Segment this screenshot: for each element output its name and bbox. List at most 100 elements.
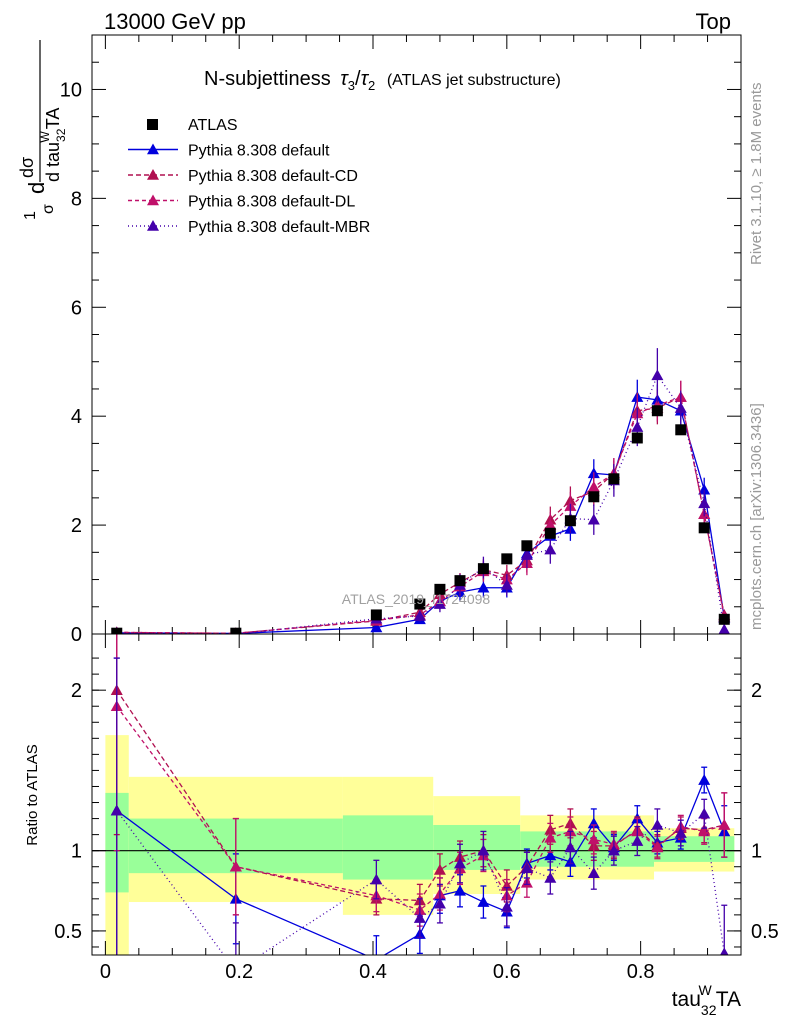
atlas-data-point: [477, 563, 489, 575]
main-panel: 0 2 4 6 8 10: [60, 34, 742, 646]
main-series-point: [651, 369, 664, 381]
atlas-data-point: [434, 583, 446, 595]
ylabel-denominator: d tau32WTA: [38, 108, 68, 182]
main-series-point: [433, 598, 446, 609]
ratio-series-point: [453, 884, 466, 896]
main-y-tick-label: 0: [71, 624, 82, 646]
stat-band: [342, 815, 434, 880]
ratio-series-point: [433, 863, 446, 875]
plot-title-text: N-subjettiness: [204, 68, 331, 90]
ratio-y-tick-label: 0.5: [54, 921, 82, 943]
atlas-data-point: [414, 598, 426, 610]
legend-marker-triangle: [147, 169, 159, 180]
main-series-point: [520, 549, 533, 560]
main-series-point: [698, 497, 711, 509]
legend-entry: ATLAS: [147, 117, 238, 134]
main-series-point: [587, 513, 600, 525]
analysis-watermark: ATLAS_2019_I1724098: [342, 591, 491, 607]
main-series-point: [544, 519, 557, 530]
header-process: 13000 GeV pp: [104, 9, 246, 34]
atlas-data-point: [454, 575, 466, 587]
ratio-series-line: [116, 689, 725, 902]
legend-entry: Pythia 8.308 default-CD: [128, 168, 358, 185]
atlas-data-point: [718, 613, 730, 625]
rivet-label: Rivet 3.1.10, ≥ 1.8M events: [748, 83, 765, 266]
ratio-series-point: [433, 897, 446, 909]
ratio-series-point: [718, 818, 731, 830]
ratio-series-point: [698, 774, 711, 785]
ratio-uncertainty-bands: [92, 735, 741, 955]
ratio-series-point: [651, 818, 664, 830]
plot-title-tau3: τ: [340, 68, 349, 90]
ratio-series-point: [413, 912, 426, 923]
atlas-data-point: [501, 553, 513, 565]
x-axis-label: tau32W TA: [672, 982, 741, 1018]
plot-title-sub2: 2: [368, 78, 375, 93]
ratio-y-tick-label-right: 2: [751, 680, 762, 702]
ratio-series-point: [587, 833, 600, 845]
main-panel-marks: [111, 348, 731, 634]
ratio-series-point: [110, 804, 123, 816]
main-y-tick-label: 8: [71, 188, 82, 210]
legend-entry: Pythia 8.308 default-MBR: [128, 219, 370, 236]
main-series-line: [116, 373, 725, 634]
x-tick-label: 0.2: [225, 961, 253, 983]
ratio-series-point: [587, 867, 600, 878]
svg-text:1 σ d: 1 σ d: [15, 182, 58, 220]
atlas-data-point: [230, 627, 242, 634]
legend-label: ATLAS: [188, 117, 238, 134]
legend-marker-triangle: [147, 220, 159, 231]
legend-label: Pythia 8.308 default-CD: [188, 168, 358, 185]
main-panel-ticks: 0 2 4 6 8 10: [60, 34, 741, 646]
main-series-point: [718, 623, 731, 634]
ratio-series-point: [698, 825, 711, 837]
ratio-series-point: [651, 841, 664, 853]
main-series-point: [587, 480, 600, 492]
ratio-series-point: [453, 857, 466, 869]
header-category: Top: [696, 9, 731, 34]
plot-title-slash: /: [355, 68, 361, 90]
legend-marker-square: [147, 119, 158, 130]
ylabel-numerator: dσ: [17, 157, 37, 178]
main-series-point: [698, 483, 711, 495]
ratio-series-point: [564, 841, 577, 853]
ylabel-frac-den: σ: [40, 204, 57, 214]
atlas-data-point: [588, 491, 600, 503]
legend-entry: Pythia 8.308 default: [128, 143, 330, 160]
ratio-panel: 0.5 0.5 1 1 2 2 0 0.2 0.4 0.6 0.8: [54, 633, 779, 983]
legend-entry: Pythia 8.308 default-DL: [128, 194, 355, 211]
main-y-tick-label: 2: [71, 515, 82, 537]
main-series-point: [674, 402, 687, 413]
atlas-data-point: [521, 540, 533, 552]
main-y-tick-label: 6: [71, 297, 82, 319]
ratio-panel-frame: [91, 633, 742, 956]
legend-marker-triangle: [147, 194, 159, 206]
atlas-data-point: [631, 432, 643, 444]
plot-title: N-subjettiness τ3/τ2 (ATLAS jet substruc…: [204, 68, 561, 95]
atlas-data-point: [370, 609, 382, 621]
ratio-y-tick-label: 2: [71, 680, 82, 702]
atlas-data-point: [564, 515, 576, 527]
ratio-y-tick-label-right: 1: [751, 841, 762, 863]
atlas-data-point: [111, 627, 123, 634]
ratio-y-axis-label: Ratio to ATLAS: [24, 744, 41, 845]
plot-title-note: (ATLAS jet substructure): [387, 72, 561, 89]
plot-title-tau2: τ: [361, 68, 370, 90]
atlas-data-point: [608, 473, 620, 485]
main-data-points: [111, 405, 730, 634]
legend-marker-triangle: [147, 143, 159, 155]
ratio-series-point: [544, 871, 557, 883]
ratio-series-point: [229, 860, 242, 872]
x-tick-label: 0.6: [493, 961, 521, 983]
legend-label: Pythia 8.308 default-DL: [188, 194, 355, 211]
atlas-data-point: [698, 522, 710, 534]
atlas-data-point: [651, 405, 663, 417]
main-y-axis-label: 1 σ d dσ d tau32WTA: [15, 40, 68, 220]
ratio-series-point: [520, 862, 533, 874]
x-tick-label: 0: [100, 961, 111, 983]
ratio-series-point: [674, 827, 687, 838]
main-series-point: [477, 581, 490, 593]
mcplots-label: mcplots.cern.ch [arXiv:1306.3436]: [748, 403, 765, 630]
x-tick-label: 0.4: [359, 961, 387, 983]
